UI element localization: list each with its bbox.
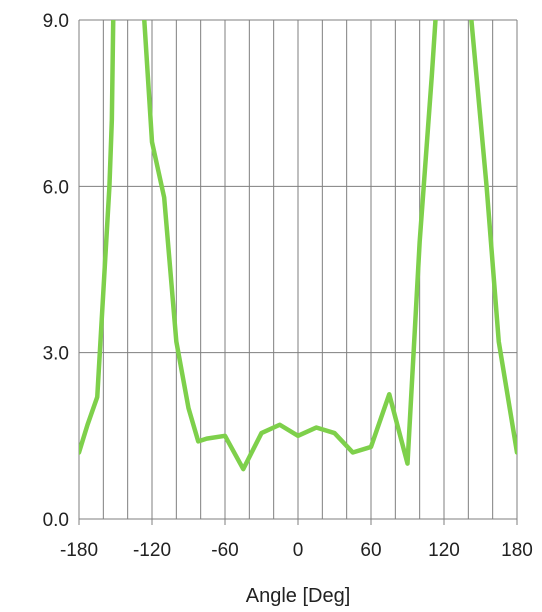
series-layer — [79, 20, 517, 472]
x-tick-label: 60 — [360, 540, 381, 561]
x-tick-label: 0 — [293, 540, 304, 561]
series-line — [79, 20, 517, 472]
x-tick-label: -180 — [60, 540, 98, 561]
x-tick-label: -120 — [133, 540, 171, 561]
y-tick-label: 9.0 — [43, 11, 69, 32]
x-tick-label: 120 — [428, 540, 460, 561]
x-tick-label: 180 — [501, 540, 533, 561]
grid — [78, 19, 518, 525]
y-tick-label: 6.0 — [43, 177, 69, 198]
y-tick-label: 0.0 — [43, 510, 69, 531]
tick-labels: 0.0 3.0 6.0 9.0 -180 -120 -60 0 60 120 180 — [43, 11, 533, 561]
y-tick-label: 3.0 — [43, 344, 69, 365]
x-axis-title: Angle [Deg] — [246, 585, 351, 607]
x-tick-label: -60 — [211, 540, 238, 561]
